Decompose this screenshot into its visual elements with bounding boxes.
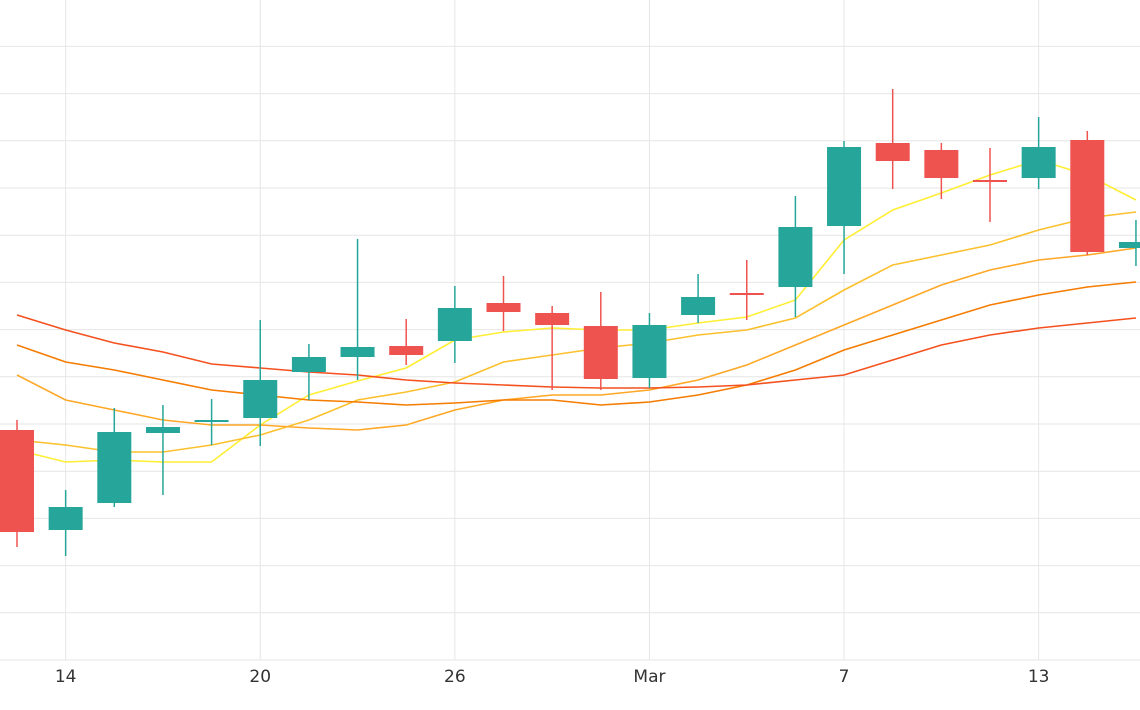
ma-line — [16, 314, 1137, 389]
candle-body — [583, 326, 618, 379]
candle-body — [291, 357, 326, 372]
candle-body — [827, 147, 862, 226]
candle-body — [1118, 242, 1140, 248]
x-tick-label: 20 — [249, 667, 271, 687]
x-tick-label: Mar — [633, 667, 665, 687]
x-tick-label: 26 — [444, 667, 466, 687]
candle-body — [875, 143, 910, 161]
candle-body — [1070, 140, 1105, 252]
ma-line — [16, 281, 1137, 406]
candle-body — [681, 297, 716, 315]
candle-body — [145, 427, 180, 433]
ma-line — [16, 211, 1137, 453]
candle-body — [97, 432, 132, 503]
candle-body — [340, 347, 375, 357]
candle-body — [1021, 147, 1056, 178]
candle-body — [729, 293, 764, 295]
x-tick-label: 13 — [1028, 667, 1050, 687]
candle-body — [924, 150, 959, 178]
candle-body — [243, 380, 278, 418]
x-tick-label: 14 — [55, 667, 77, 687]
candle-body — [778, 227, 813, 287]
candle-body — [632, 325, 667, 378]
candle-body — [973, 180, 1007, 182]
candle-body — [194, 420, 229, 422]
candle-body — [535, 313, 570, 325]
ma-line — [16, 159, 1137, 463]
candle-body — [0, 430, 34, 532]
x-tick-label: 7 — [839, 667, 850, 687]
candle-body — [389, 346, 424, 355]
candle-body — [486, 303, 521, 312]
ma-line — [16, 247, 1137, 431]
candle-body — [437, 308, 472, 341]
candle-body — [48, 507, 83, 530]
